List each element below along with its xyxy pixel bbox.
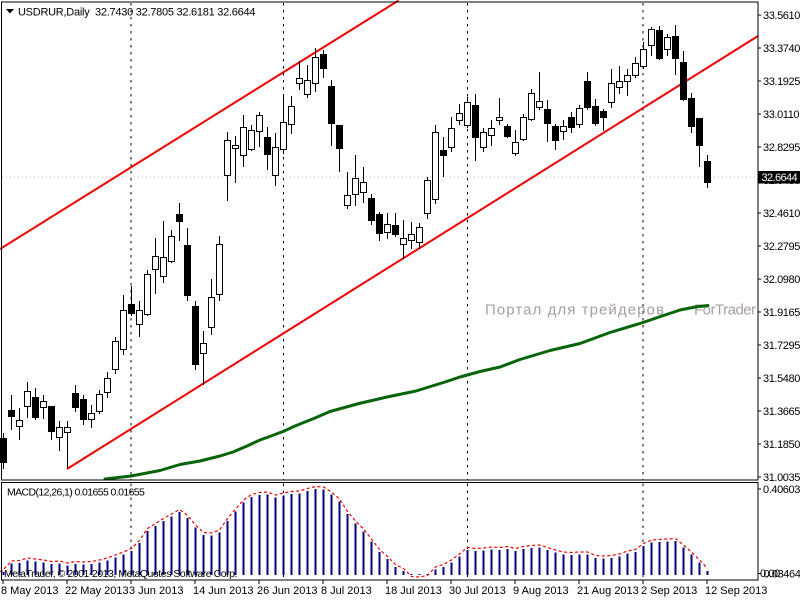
svg-text:22 May 2013: 22 May 2013 [65,585,129,597]
svg-text:18 Jul 2013: 18 Jul 2013 [385,585,442,597]
svg-text:2 Sep 2013: 2 Sep 2013 [641,585,697,597]
svg-text:31.9165: 31.9165 [763,307,800,319]
svg-text:14 Jun 2013: 14 Jun 2013 [193,585,254,597]
svg-text:USDRUR,Daily 32.7430 32.7805: USDRUR,Daily 32.7430 32.7805 32.6181 32.… [18,7,255,19]
svg-text:31.1850: 31.1850 [763,439,800,451]
svg-text:32.4610: 32.4610 [763,208,800,220]
svg-text:31.0035: 31.0035 [763,472,800,484]
svg-text:0.40603: 0.40603 [763,484,800,496]
svg-text:0.00: 0.00 [760,568,780,580]
svg-text:32.2795: 32.2795 [763,241,800,253]
svg-text:31.3665: 31.3665 [763,406,800,418]
svg-text:33.1925: 33.1925 [763,76,800,88]
svg-text:8 May 2013: 8 May 2013 [1,585,58,597]
svg-text:ForTrader: ForTrader [694,302,756,319]
svg-text:30 Jul 2013: 30 Jul 2013 [449,585,506,597]
svg-text:MetaTrader, © 2001-2013, MetaQ: MetaTrader, © 2001-2013, MetaQuotes Soft… [4,568,237,580]
svg-text:21 Aug 2013: 21 Aug 2013 [577,585,639,597]
svg-text:26 Jun 2013: 26 Jun 2013 [257,585,318,597]
svg-text:33.3740: 33.3740 [763,43,800,55]
svg-text:33.0110: 33.0110 [763,109,799,121]
svg-text:31.7295: 31.7295 [763,340,800,352]
svg-text:32.6644: 32.6644 [762,172,798,184]
svg-text:8 Jul 2013: 8 Jul 2013 [321,585,372,597]
svg-text:9 Aug 2013: 9 Aug 2013 [513,585,569,597]
svg-text:Портал для трейдеров: Портал для трейдеров [485,302,665,319]
svg-text:33.5610: 33.5610 [763,10,800,22]
svg-text:32.0980: 32.0980 [763,274,800,286]
svg-text:MACD(12,26,1) 0.01655 0.01655: MACD(12,26,1) 0.01655 0.01655 [7,487,145,499]
svg-text:12 Sep 2013: 12 Sep 2013 [705,585,767,597]
svg-text:0.03464: 0.03464 [764,569,800,581]
svg-text:31.5480: 31.5480 [763,373,800,385]
svg-text:3 Jun 2013: 3 Jun 2013 [129,585,183,597]
svg-text:32.8295: 32.8295 [763,142,800,154]
